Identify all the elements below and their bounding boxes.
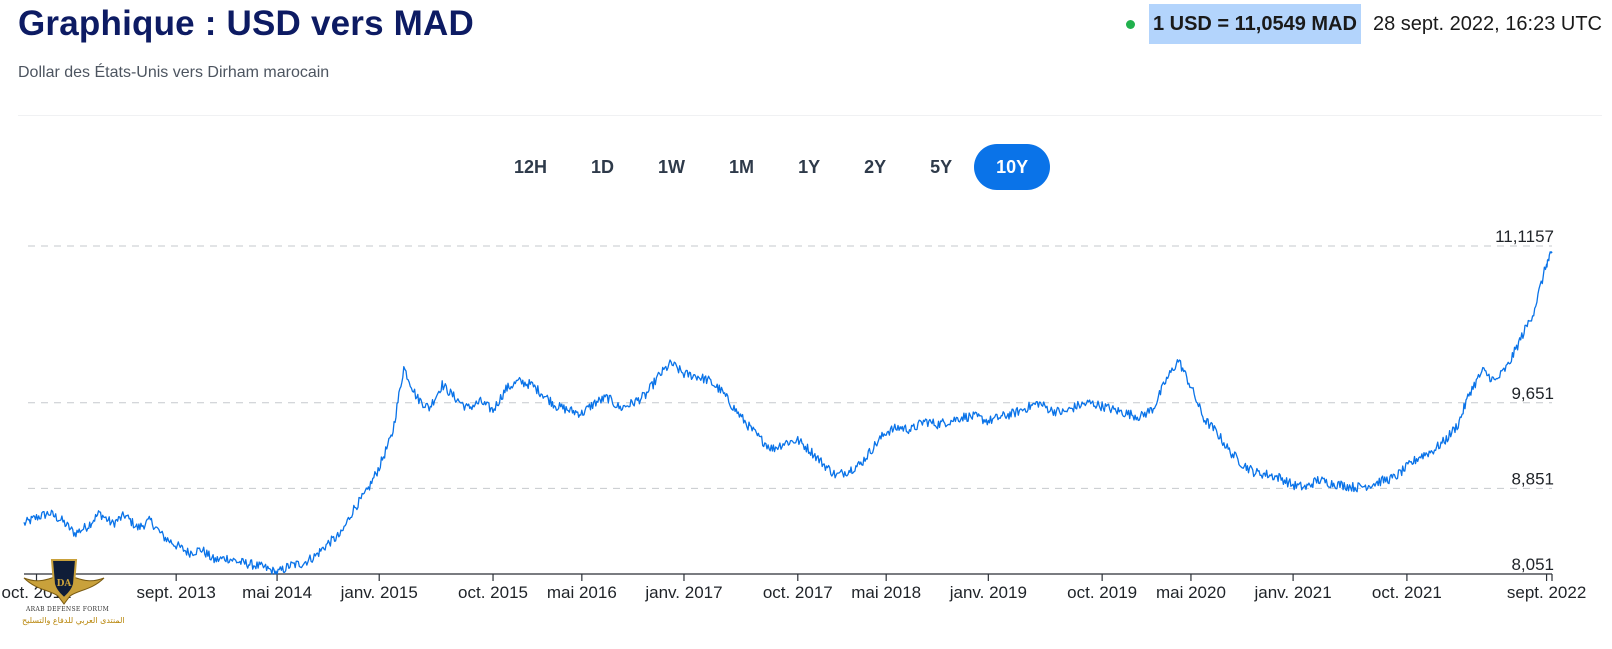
y-tick-label: 11,1157 [1495,227,1554,246]
chart-title: Graphique : USD vers MAD [18,4,474,43]
chart-subtitle: Dollar des États-Unis vers Dirham maroca… [18,64,330,81]
watermark-text-en: ARAB DEFENSE FORUM [26,606,110,613]
range-2y-button[interactable]: 2Y [864,157,887,177]
header-divider [18,115,1602,116]
live-status-dot [1125,19,1135,29]
x-tick-label: janv. 2021 [1253,583,1331,602]
x-tick-label: mai 2016 [547,583,617,602]
range-1m-button[interactable]: 1M [729,157,755,177]
x-tick-label: janv. 2017 [644,583,722,602]
x-tick-label: oct. 2015 [458,583,528,602]
arab-defense-forum-logo: DA [23,559,105,605]
x-tick-label: sept. 2022 [1507,583,1586,602]
y-tick-label: 9,651 [1511,384,1554,403]
x-tick-label: mai 2020 [1156,583,1226,602]
watermark-text-ar: المنتدى العربي للدفاع والتسليح [22,616,125,625]
x-tick-label: sept. 2013 [136,583,215,602]
range-selector: 12H 1D 1W 1M 1Y 2Y 5Y 10Y [492,144,1051,190]
svg-text:DA: DA [57,579,73,589]
current-rate: 1 USD = 11,0549 MAD [1148,4,1361,44]
range-1y-button[interactable]: 1Y [798,157,821,177]
range-10y-button[interactable]: 10Y [974,144,1051,190]
x-tick-label: janv. 2015 [340,583,418,602]
x-tick-label: mai 2014 [242,583,312,602]
x-tick-label: mai 2018 [851,583,921,602]
x-tick-label: oct. 2021 [1372,583,1442,602]
rate-summary: 1 USD = 11,0549 MAD 28 sept. 2022, 16:23… [1125,4,1602,44]
usd-mad-series-line [23,251,1553,575]
range-5y-button[interactable]: 5Y [930,157,953,177]
x-tick-label: oct. 2017 [763,583,833,602]
x-tick-label: janv. 2019 [949,583,1027,602]
range-12h-button[interactable]: 12H [514,157,548,177]
range-1d-button[interactable]: 1D [591,157,615,177]
x-tick-label: oct. 2019 [1067,583,1137,602]
y-tick-label: 8,851 [1511,469,1554,488]
rate-timestamp: 28 sept. 2022, 16:23 UTC [1372,12,1602,35]
range-1w-button[interactable]: 1W [658,157,686,177]
y-tick-label: 8,051 [1511,555,1554,574]
